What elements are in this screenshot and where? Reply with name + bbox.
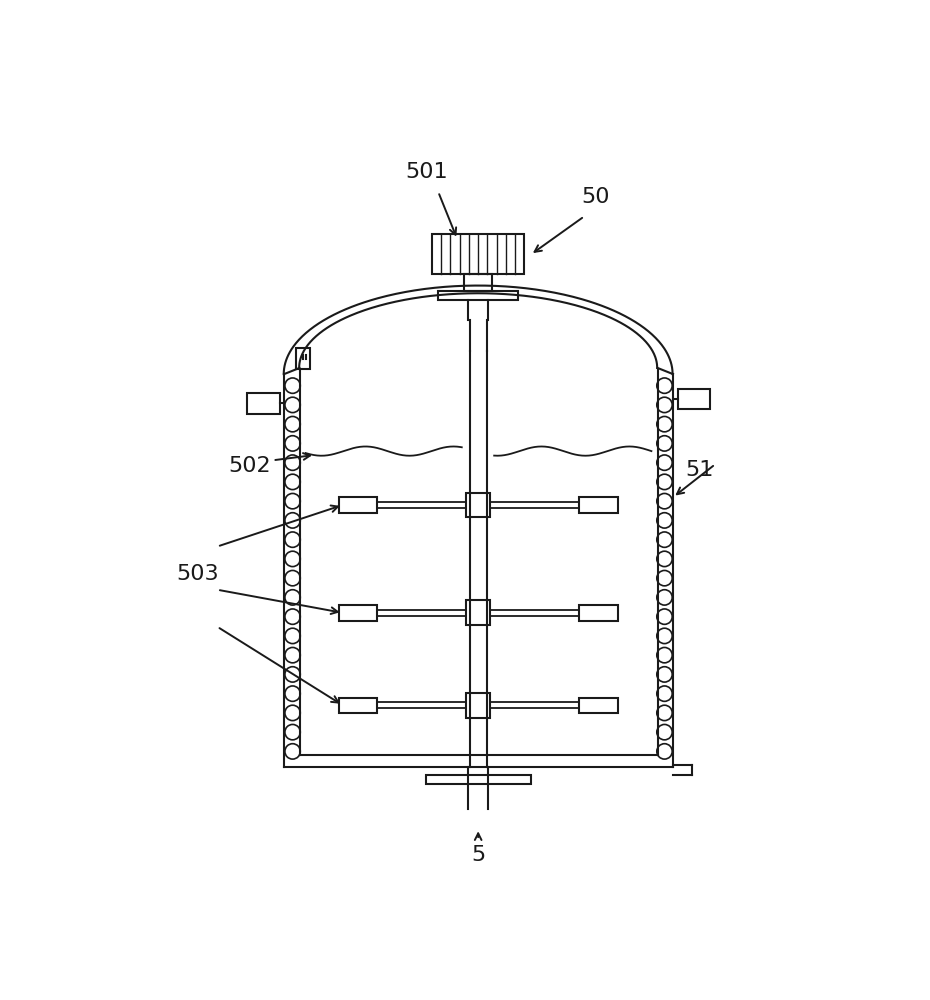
Bar	[247, 393, 280, 414]
Bar	[466, 493, 490, 517]
Bar	[339, 605, 378, 620]
Bar	[339, 698, 378, 713]
Text: 502: 502	[228, 456, 271, 477]
Text: 501: 501	[405, 162, 448, 182]
Bar	[464, 274, 492, 291]
Bar	[432, 234, 525, 274]
Text: 50: 50	[582, 187, 610, 207]
Bar	[466, 693, 490, 718]
Bar	[296, 348, 310, 369]
Bar	[579, 497, 618, 513]
Text: 51: 51	[685, 460, 714, 480]
Text: 5: 5	[471, 845, 485, 865]
Bar	[579, 698, 618, 713]
Bar	[339, 497, 378, 513]
Bar	[579, 605, 618, 620]
Bar	[466, 600, 490, 625]
Bar	[438, 291, 518, 300]
Text: 503: 503	[177, 564, 219, 584]
Bar	[426, 774, 530, 784]
Bar	[678, 389, 710, 409]
